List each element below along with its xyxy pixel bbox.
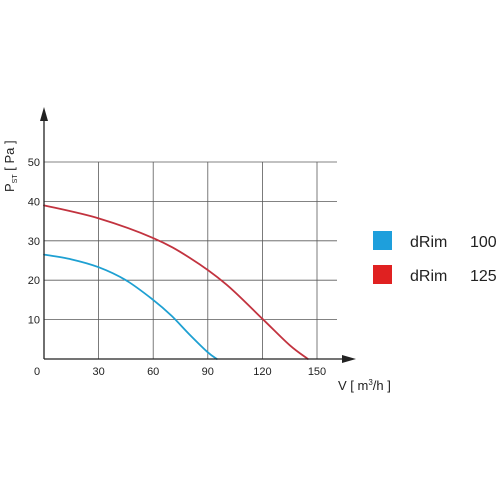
- y-axis-arrow: [40, 107, 48, 121]
- x-tick-label-0: 0: [34, 366, 40, 378]
- axes: [40, 107, 356, 363]
- grid: [44, 161, 337, 359]
- x-axis-title: V [ m3/h ]: [338, 378, 391, 393]
- y-tick-label-40: 40: [28, 196, 40, 208]
- legend-size-125: 125: [470, 268, 497, 285]
- series-lines: [43, 204, 309, 360]
- series-line-drim-100: [43, 253, 218, 360]
- legend-label-125: dRim: [410, 268, 447, 285]
- tick-labels: 0 30 60 90 120 150 10 20 30 40 50: [28, 157, 326, 378]
- y-axis-title-unit: [ Pa ]: [2, 140, 17, 174]
- y-axis-title-subscript: ST: [12, 174, 19, 184]
- x-tick-label-150: 150: [308, 366, 326, 378]
- legend-swatch-125: [373, 265, 392, 284]
- x-tick-label-120: 120: [253, 366, 271, 378]
- y-axis-title: PST [ Pa ]: [2, 140, 19, 192]
- legend-swatch-100: [373, 231, 392, 250]
- y-tick-label-10: 10: [28, 315, 40, 327]
- y-tick-label-30: 30: [28, 236, 40, 248]
- x-tick-label-30: 30: [92, 366, 104, 378]
- x-axis-title-unit: /h ]: [373, 378, 391, 393]
- legend-label-100: dRim: [410, 234, 447, 251]
- x-tick-label-90: 90: [202, 366, 214, 378]
- legend-size-100: 100: [470, 234, 497, 251]
- x-axis-title-superscript: 3: [368, 378, 373, 387]
- legend: dRim 100 dRim 125: [373, 231, 497, 285]
- y-tick-label-50: 50: [28, 157, 40, 169]
- y-tick-label-20: 20: [28, 275, 40, 287]
- series-line-drim-125: [43, 204, 309, 360]
- x-axis-arrow: [342, 355, 356, 363]
- x-tick-label-60: 60: [147, 366, 159, 378]
